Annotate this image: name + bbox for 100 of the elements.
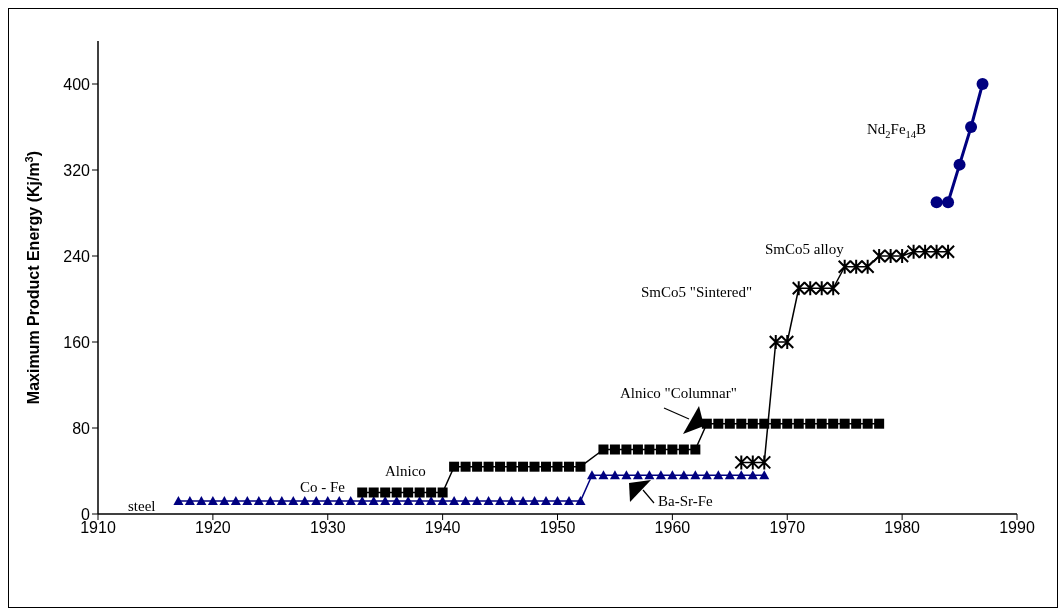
point [770, 418, 781, 429]
point [529, 461, 540, 472]
point [713, 418, 724, 429]
point [953, 158, 966, 171]
x-tick-label: 1950 [539, 519, 576, 537]
point [414, 496, 425, 506]
point [541, 496, 552, 506]
point [609, 470, 620, 480]
point [757, 454, 772, 471]
x-tick-label: 1930 [309, 519, 346, 537]
point [563, 461, 574, 472]
point [632, 470, 643, 480]
point [563, 496, 574, 506]
point [667, 470, 678, 480]
point [759, 418, 770, 429]
point [930, 196, 943, 209]
point [793, 418, 804, 429]
point [872, 248, 887, 264]
point [196, 496, 207, 506]
point [701, 418, 712, 429]
point [506, 496, 517, 506]
point [265, 496, 276, 506]
point [690, 444, 701, 455]
x-tick-label: 1990 [999, 519, 1035, 537]
point [219, 496, 230, 506]
y-tick-label: 80 [72, 419, 91, 437]
point [860, 258, 875, 275]
point [644, 444, 655, 455]
point [403, 487, 414, 498]
point [826, 280, 841, 297]
point [357, 487, 368, 498]
point [311, 496, 322, 506]
point [906, 243, 921, 260]
point [575, 496, 586, 506]
annotation: steel [128, 498, 156, 514]
y-tick-label: 240 [63, 247, 91, 265]
annotation: Co - Fe [300, 479, 346, 495]
point [391, 496, 402, 506]
x-tick-label: 1980 [884, 519, 921, 537]
point [449, 461, 460, 472]
point [437, 496, 448, 506]
point [334, 496, 345, 506]
point [575, 461, 586, 472]
point [552, 461, 563, 472]
point [724, 418, 735, 429]
point [849, 258, 864, 275]
point [768, 334, 783, 350]
point [518, 461, 529, 472]
point [598, 444, 609, 455]
point [472, 461, 483, 472]
point [816, 418, 827, 429]
point [782, 418, 793, 429]
point [701, 470, 712, 480]
point [230, 496, 241, 506]
point [644, 470, 655, 480]
point [357, 496, 368, 506]
y-tick-label: 400 [63, 75, 91, 93]
point [874, 418, 885, 429]
point [747, 470, 758, 480]
y-tick-label: 320 [63, 161, 91, 179]
point [736, 470, 747, 480]
point [460, 461, 471, 472]
point [805, 418, 816, 429]
point [460, 496, 471, 506]
point [678, 444, 689, 455]
x-tick-label: 1910 [80, 519, 116, 537]
point [368, 487, 379, 498]
point [586, 470, 597, 480]
point [678, 470, 689, 480]
point [724, 470, 735, 480]
point [288, 496, 299, 506]
point [552, 496, 563, 506]
point [276, 496, 287, 506]
point [345, 496, 356, 506]
point [713, 470, 724, 480]
point [449, 496, 460, 506]
x-tick-label: 1960 [654, 519, 691, 537]
point [621, 470, 632, 480]
point [736, 418, 747, 429]
point [322, 496, 333, 506]
point [184, 496, 195, 506]
point [759, 470, 770, 480]
point [814, 280, 829, 297]
point [495, 496, 506, 506]
point [518, 496, 529, 506]
point [391, 487, 402, 498]
point [368, 496, 379, 506]
point [495, 461, 506, 472]
x-tick-label: 1970 [769, 519, 806, 537]
point [253, 496, 264, 506]
point [380, 496, 391, 506]
point [791, 280, 806, 297]
point [883, 248, 898, 264]
point [918, 243, 933, 260]
point [437, 487, 448, 498]
point [942, 196, 955, 209]
x-tick-label: 1940 [424, 519, 461, 537]
point [734, 454, 749, 471]
annotation: Ba-Sr-Fe [658, 493, 714, 509]
point [895, 248, 910, 264]
